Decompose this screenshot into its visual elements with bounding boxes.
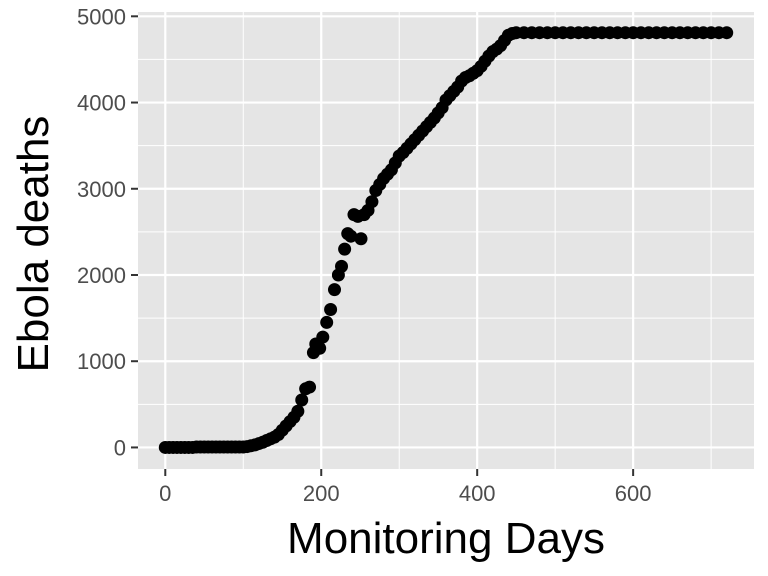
data-point (365, 195, 379, 209)
data-point (720, 26, 734, 40)
data-point (327, 283, 341, 297)
data-point (303, 380, 317, 394)
x-axis-title: Monitoring Days (287, 514, 605, 563)
y-tick-label: 5000 (77, 4, 126, 29)
data-point (354, 232, 368, 246)
y-axis-title: Ebola deaths (9, 116, 58, 373)
data-point (344, 229, 358, 243)
data-point (316, 330, 330, 344)
x-axis: 0 200 400 600 (159, 469, 651, 506)
panel-background (138, 12, 754, 469)
x-tick-label: 400 (459, 481, 496, 506)
data-point (338, 242, 352, 256)
data-point (291, 404, 305, 418)
y-tick-label: 1000 (77, 349, 126, 374)
data-point (295, 393, 309, 407)
x-tick-label: 0 (159, 481, 171, 506)
grid-minor (138, 12, 754, 469)
data-point (335, 259, 349, 273)
y-tick-label: 2000 (77, 263, 126, 288)
y-tick-label: 3000 (77, 177, 126, 202)
data-point (313, 341, 327, 355)
x-tick-label: 600 (615, 481, 652, 506)
data-point (320, 315, 334, 329)
x-tick-label: 200 (303, 481, 340, 506)
data-points (158, 26, 734, 454)
data-point (324, 302, 338, 316)
y-tick-label: 0 (114, 435, 126, 460)
y-axis: 0 1000 2000 3000 4000 5000 (77, 4, 138, 460)
y-tick-label: 4000 (77, 91, 126, 116)
